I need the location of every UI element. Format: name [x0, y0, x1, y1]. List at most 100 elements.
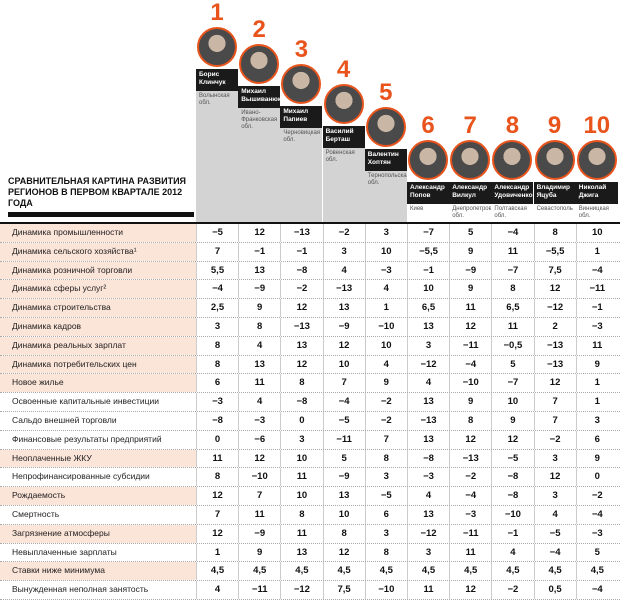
cell: −11: [449, 524, 491, 543]
cell: 9: [449, 242, 491, 261]
cell: −9: [238, 524, 280, 543]
row: Динамика промышленности −5 12 −13 −2 3 −7 5 −4 8 1…: [0, 224, 620, 243]
row-label: Освоенные капитальные инвестиции: [12, 396, 159, 407]
cell: 10: [491, 393, 533, 411]
cell: 4,5: [491, 562, 533, 581]
cell: −9: [322, 317, 365, 336]
cell: −3: [407, 468, 449, 487]
cell: 4,5: [280, 562, 322, 581]
cell: −11: [322, 430, 365, 449]
cell: −11: [449, 336, 491, 355]
cell: 4: [533, 505, 576, 524]
row: Динамика розничной торговли 5,5 13 −8 4 −3 −1−…: [0, 261, 620, 281]
row: Смертность 7 11 8 10 6 13 −3 −10 4 −4: [0, 505, 620, 525]
cell: 3: [322, 242, 365, 261]
person-name: Михаил Вышиванюк: [238, 86, 281, 108]
photo: [450, 140, 491, 180]
cell: 1: [364, 299, 407, 317]
cell: 11: [280, 468, 322, 487]
cell: −13: [533, 336, 576, 355]
photo: [576, 140, 617, 180]
cell: 1: [196, 543, 238, 562]
cell: 4,5: [449, 562, 491, 581]
region: Черновицкая обл.: [280, 128, 323, 222]
cell: 6,5: [491, 299, 533, 317]
cell: 6,5: [407, 299, 449, 317]
cell: −12: [407, 355, 449, 374]
cell: −5: [533, 524, 576, 543]
cell: 3: [407, 336, 449, 355]
photo: [323, 84, 364, 124]
cell: −9: [449, 261, 491, 280]
cell: 6: [575, 430, 618, 449]
cell: 1: [575, 374, 618, 393]
cell: −13: [280, 224, 322, 242]
cell: 6: [196, 374, 238, 393]
rank: 4: [336, 56, 351, 83]
cell: 13: [238, 355, 280, 374]
cell: 9: [575, 449, 618, 468]
rank: 3: [294, 36, 309, 63]
photo: [197, 27, 237, 67]
cell: 4,5: [407, 562, 449, 581]
cell: −13: [322, 280, 365, 299]
rank: 9: [547, 112, 562, 139]
cell: 12: [322, 543, 365, 562]
cell: −2: [280, 280, 322, 299]
cell: 7,5: [533, 261, 576, 280]
cell: −5,5: [533, 242, 576, 261]
cell: −5: [491, 449, 533, 468]
photo: [281, 64, 322, 104]
cell: −8: [280, 393, 322, 411]
cell: 10: [280, 449, 322, 468]
photo: [492, 140, 533, 180]
cell: 11: [407, 581, 449, 599]
cell: 11: [449, 543, 491, 562]
row-label: Рождаемость: [0, 487, 196, 505]
cell: −10: [238, 468, 280, 487]
cell: 9: [449, 280, 491, 299]
row-label: Динамика сферы услуг²: [0, 280, 196, 299]
cell: 8: [322, 524, 365, 543]
cell: 4: [407, 487, 449, 505]
cell: 11: [280, 524, 322, 543]
person-name: Валентин Хоптян: [364, 149, 407, 171]
cell: 4: [364, 280, 407, 299]
cell: 1: [575, 393, 618, 411]
person-name: Владимир Яцуба: [533, 182, 576, 204]
cell: 13: [322, 487, 365, 505]
person-name: Михаил Папиев: [280, 106, 323, 128]
row-label: Загрязнение атмосферы: [0, 524, 196, 543]
rank: 8: [505, 112, 520, 139]
row-label: Динамика строительства: [0, 299, 196, 317]
cell: 11: [491, 317, 533, 336]
cell: 8: [491, 280, 533, 299]
cell: 7: [533, 393, 576, 411]
cell: 12: [449, 430, 491, 449]
cell: 4: [196, 581, 238, 599]
cell: −10: [364, 317, 407, 336]
row-label: Непрофинансированные субсидии: [12, 471, 150, 482]
region: Винницкая обл.: [575, 204, 618, 222]
cell: 13: [407, 505, 449, 524]
row: Загрязнение атмосферы 12 −9 11 8 3 −12 −11 −1 −5−…: [0, 524, 620, 544]
person-name: Александр Удовиченко: [491, 182, 534, 204]
cell: 2: [533, 317, 576, 336]
row: Динамика потребительских цен 8 13 12 10 4 −12−…: [0, 355, 620, 375]
cell: 6: [364, 505, 407, 524]
cell: 7: [196, 505, 238, 524]
cell: 10: [407, 280, 449, 299]
row-label: Ставки ниже минимума: [0, 562, 196, 581]
rank: 2: [252, 16, 266, 43]
row-label: Новое жилье: [0, 374, 196, 393]
cell: 12: [533, 374, 576, 393]
cell: 12: [196, 524, 238, 543]
row: Рождаемость 12 7 10 13 −5 4 −4 −8 3 −2: [0, 487, 620, 506]
person-name: Александр Вилкул: [449, 182, 492, 204]
cell: −6: [238, 430, 280, 449]
cell: −9: [238, 280, 280, 299]
cell: −3: [449, 505, 491, 524]
cell: −8: [196, 411, 238, 430]
person-name: Борис Клинчук: [196, 69, 238, 91]
cell: −4: [491, 224, 533, 242]
